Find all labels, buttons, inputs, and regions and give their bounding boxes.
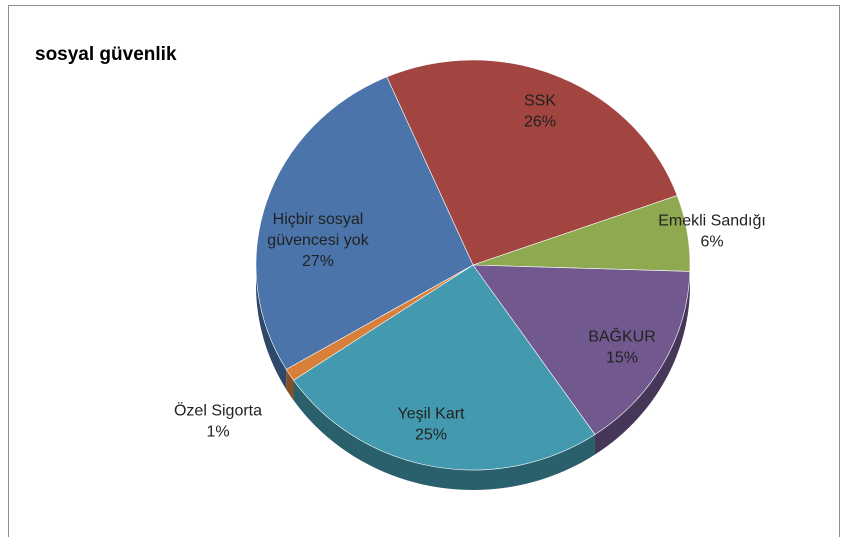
slice-side	[256, 265, 287, 390]
slice-value-label: 1%	[206, 424, 229, 441]
labels: SSK 26% Emekli Sandığı 6% BAĞKUR 15% Yeşil Kar…	[174, 93, 766, 444]
slice-label: Özel Sigorta	[174, 402, 262, 420]
slice-value-label: 27%	[302, 253, 334, 270]
slice	[472, 264, 691, 435]
slice-value-label: 25%	[415, 427, 447, 444]
slice-side	[286, 369, 294, 401]
slice-label: Emekli Sandığı	[658, 213, 766, 230]
slice-value-label: 26%	[524, 114, 556, 131]
slice-side	[594, 271, 690, 455]
pie	[255, 59, 691, 490]
slice-side	[293, 380, 595, 490]
slice	[255, 76, 474, 370]
slice-label: Hiçbir sosyal güvencesi yok	[267, 211, 369, 249]
chart-title: sosyal güvenlik	[35, 44, 177, 65]
slice-label: BAĞKUR	[588, 327, 656, 346]
slice-label: Yeşil Kart	[398, 406, 466, 423]
slice-label: SSK	[524, 93, 556, 110]
slice-value-label: 15%	[606, 350, 638, 367]
slice	[293, 264, 596, 471]
slice	[386, 59, 678, 266]
slice-value-label: 6%	[700, 234, 723, 251]
